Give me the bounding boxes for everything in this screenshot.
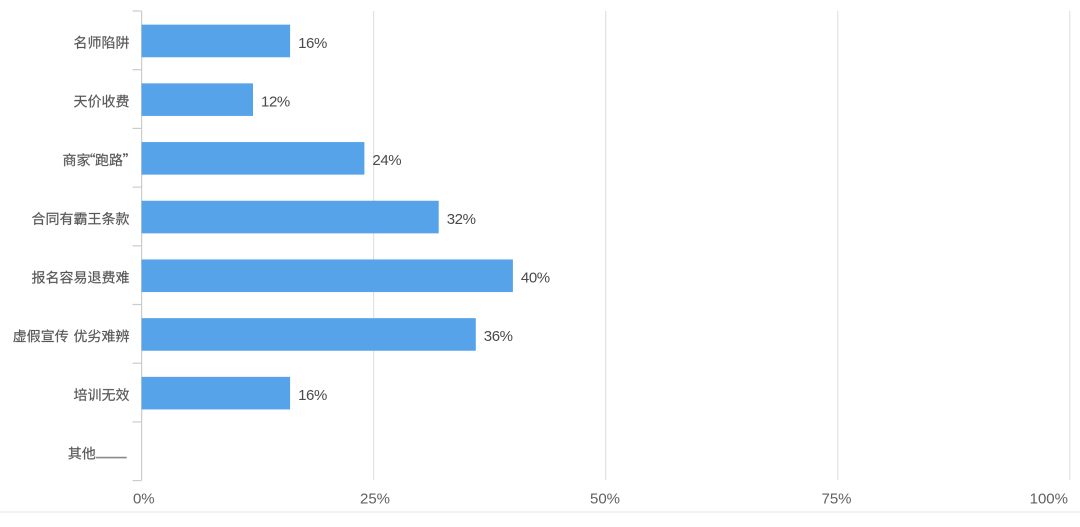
svg-text:100%: 100% (1030, 491, 1068, 508)
svg-text:32%: 32% (447, 211, 476, 228)
svg-text:50%: 50% (590, 491, 620, 508)
svg-text:24%: 24% (372, 152, 401, 169)
svg-text:40%: 40% (521, 270, 550, 287)
svg-text:16%: 16% (298, 35, 327, 52)
svg-text:0%: 0% (133, 491, 155, 508)
svg-text:36%: 36% (484, 328, 513, 345)
svg-text:75%: 75% (821, 491, 851, 508)
svg-text:16%: 16% (298, 387, 327, 404)
svg-text:12%: 12% (261, 94, 290, 111)
svg-text:25%: 25% (360, 491, 390, 508)
